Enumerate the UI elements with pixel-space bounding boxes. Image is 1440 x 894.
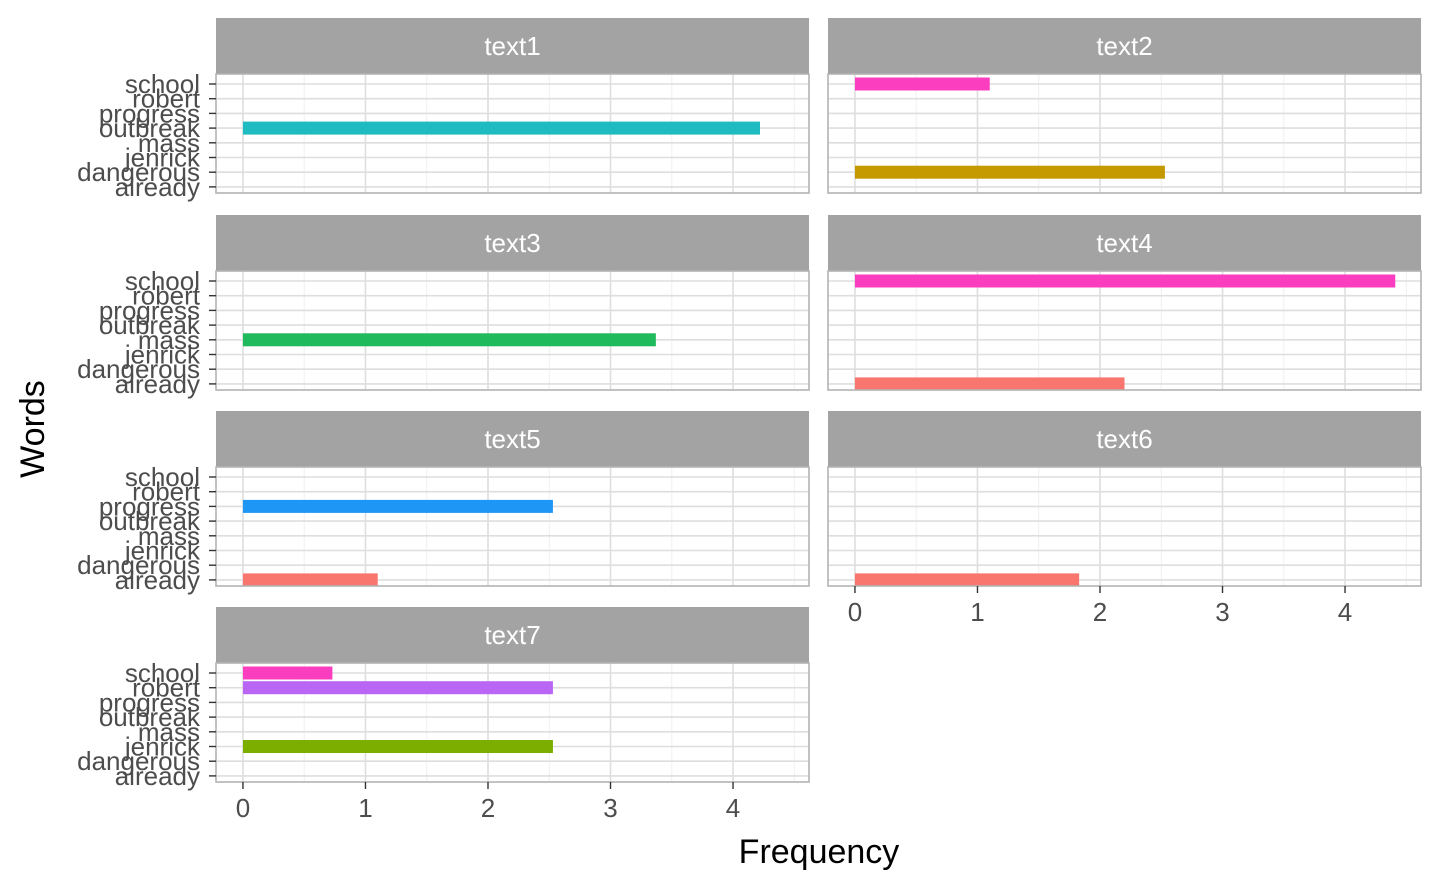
- y-tick-label-mass: mass: [138, 325, 200, 355]
- panel-background: [216, 663, 809, 782]
- x-tick-label: 2: [1093, 597, 1107, 627]
- facet-strip-label: text7: [484, 620, 540, 650]
- facet-strip-label: text3: [484, 228, 540, 258]
- panel-background: [216, 271, 809, 390]
- facet-strip: [216, 215, 809, 271]
- x-tick-label: 4: [726, 793, 740, 823]
- bar-text7-robert: [242, 681, 553, 695]
- panel-border: [215, 662, 810, 783]
- x-tick-label: 0: [236, 793, 250, 823]
- facet-strip: [216, 607, 809, 663]
- y-tick-label-already: already: [115, 172, 200, 202]
- facet-panel-text1: text1 schoolrobertprogressoutbreakmassjen…: [77, 18, 810, 202]
- panel-background: [828, 271, 1421, 390]
- y-tick-label-robert: robert: [132, 84, 201, 114]
- facet-strip-label: text2: [1096, 31, 1152, 61]
- bar-text2-school: [854, 77, 990, 91]
- bar-text3-mass: [242, 333, 656, 347]
- y-axis-title: Words: [14, 380, 52, 478]
- x-tick-label: 0: [848, 597, 862, 627]
- y-tick-label-already: already: [115, 565, 200, 595]
- x-tick-label: 3: [603, 793, 617, 823]
- facet-panel-text2: text2: [827, 18, 1422, 194]
- panel-background: [828, 467, 1421, 586]
- panel-background: [216, 467, 809, 586]
- y-tick-label-school: school: [125, 658, 200, 688]
- y-tick-label-outbreak: outbreak: [99, 310, 201, 340]
- facet-strip-label: text4: [1096, 228, 1152, 258]
- facet-panel-text5: text5 schoolrobertprogressoutbreakmassjen…: [77, 411, 810, 595]
- y-tick-label-progress: progress: [99, 295, 200, 325]
- x-tick-label: 2: [481, 793, 495, 823]
- y-tick-label-robert: robert: [132, 281, 201, 311]
- y-tick-label-school: school: [125, 69, 200, 99]
- y-tick-label-jenrick: jenrick: [124, 340, 201, 370]
- y-tick-label-dangerous: dangerous: [77, 157, 200, 187]
- panel-border: [827, 73, 1422, 194]
- facet-strip: [216, 18, 809, 74]
- x-tick-label: 3: [1215, 597, 1229, 627]
- bar-text5-already: [242, 573, 378, 587]
- bar-text7-jenrick: [242, 740, 553, 753]
- facet-panel-text7: text7 schoolrobertprogressoutbreakmassjen…: [77, 607, 810, 823]
- panel-border: [827, 466, 1422, 587]
- y-tick-label-outbreak: outbreak: [99, 506, 201, 536]
- facet-panel-text6: text6 0 1 2 3 4: [827, 411, 1422, 627]
- bar-text1-outbreak: [242, 121, 760, 135]
- facet-strip-label: text6: [1096, 424, 1152, 454]
- facet-strip: [828, 18, 1421, 74]
- y-tick-label-dangerous: dangerous: [77, 550, 200, 580]
- y-tick-label-jenrick: jenrick: [124, 732, 201, 762]
- panel-border: [215, 270, 810, 391]
- panel-border: [215, 73, 810, 194]
- y-tick-label-dangerous: dangerous: [77, 746, 200, 776]
- y-tick-label-dangerous: dangerous: [77, 354, 200, 384]
- x-axis-title: Frequency: [739, 833, 900, 871]
- x-tick-label: 4: [1338, 597, 1352, 627]
- y-tick-label-outbreak: outbreak: [99, 702, 201, 732]
- facet-strip: [828, 215, 1421, 271]
- y-tick-label-robert: robert: [132, 477, 201, 507]
- y-tick-label-jenrick: jenrick: [124, 143, 201, 173]
- y-tick-label-mass: mass: [138, 717, 200, 747]
- y-tick-label-school: school: [125, 462, 200, 492]
- facet-strip-label: text5: [484, 424, 540, 454]
- bar-text4-school: [854, 274, 1396, 288]
- facet-panel-text3: text3 schoolrobertprogressoutbreakmassjen…: [77, 215, 810, 399]
- y-tick-label-mass: mass: [138, 521, 200, 551]
- y-tick-label-already: already: [115, 369, 200, 399]
- y-tick-label-robert: robert: [132, 673, 201, 703]
- x-tick-label: 1: [358, 793, 372, 823]
- y-tick-label-mass: mass: [138, 128, 200, 158]
- facet-strip: [216, 411, 809, 467]
- y-tick-label-progress: progress: [99, 687, 200, 717]
- bar-text4-already: [854, 377, 1125, 391]
- y-tick-label-outbreak: outbreak: [99, 113, 201, 143]
- y-tick-label-already: already: [115, 761, 200, 791]
- y-tick-label-jenrick: jenrick: [124, 536, 201, 566]
- facet-strip-label: text1: [484, 31, 540, 61]
- panel-border: [215, 466, 810, 587]
- y-tick-label-progress: progress: [99, 491, 200, 521]
- facet-strip: [828, 411, 1421, 467]
- y-tick-label-school: school: [125, 266, 200, 296]
- bar-text2-dangerous: [854, 165, 1165, 179]
- panel-border: [827, 270, 1422, 391]
- bar-text6-already: [854, 573, 1080, 587]
- x-tick-label: 1: [970, 597, 984, 627]
- facet-panel-text4: text4: [827, 215, 1422, 391]
- bar-text5-progress: [242, 499, 553, 513]
- y-tick-label-progress: progress: [99, 98, 200, 128]
- bar-text7-school: [242, 666, 333, 680]
